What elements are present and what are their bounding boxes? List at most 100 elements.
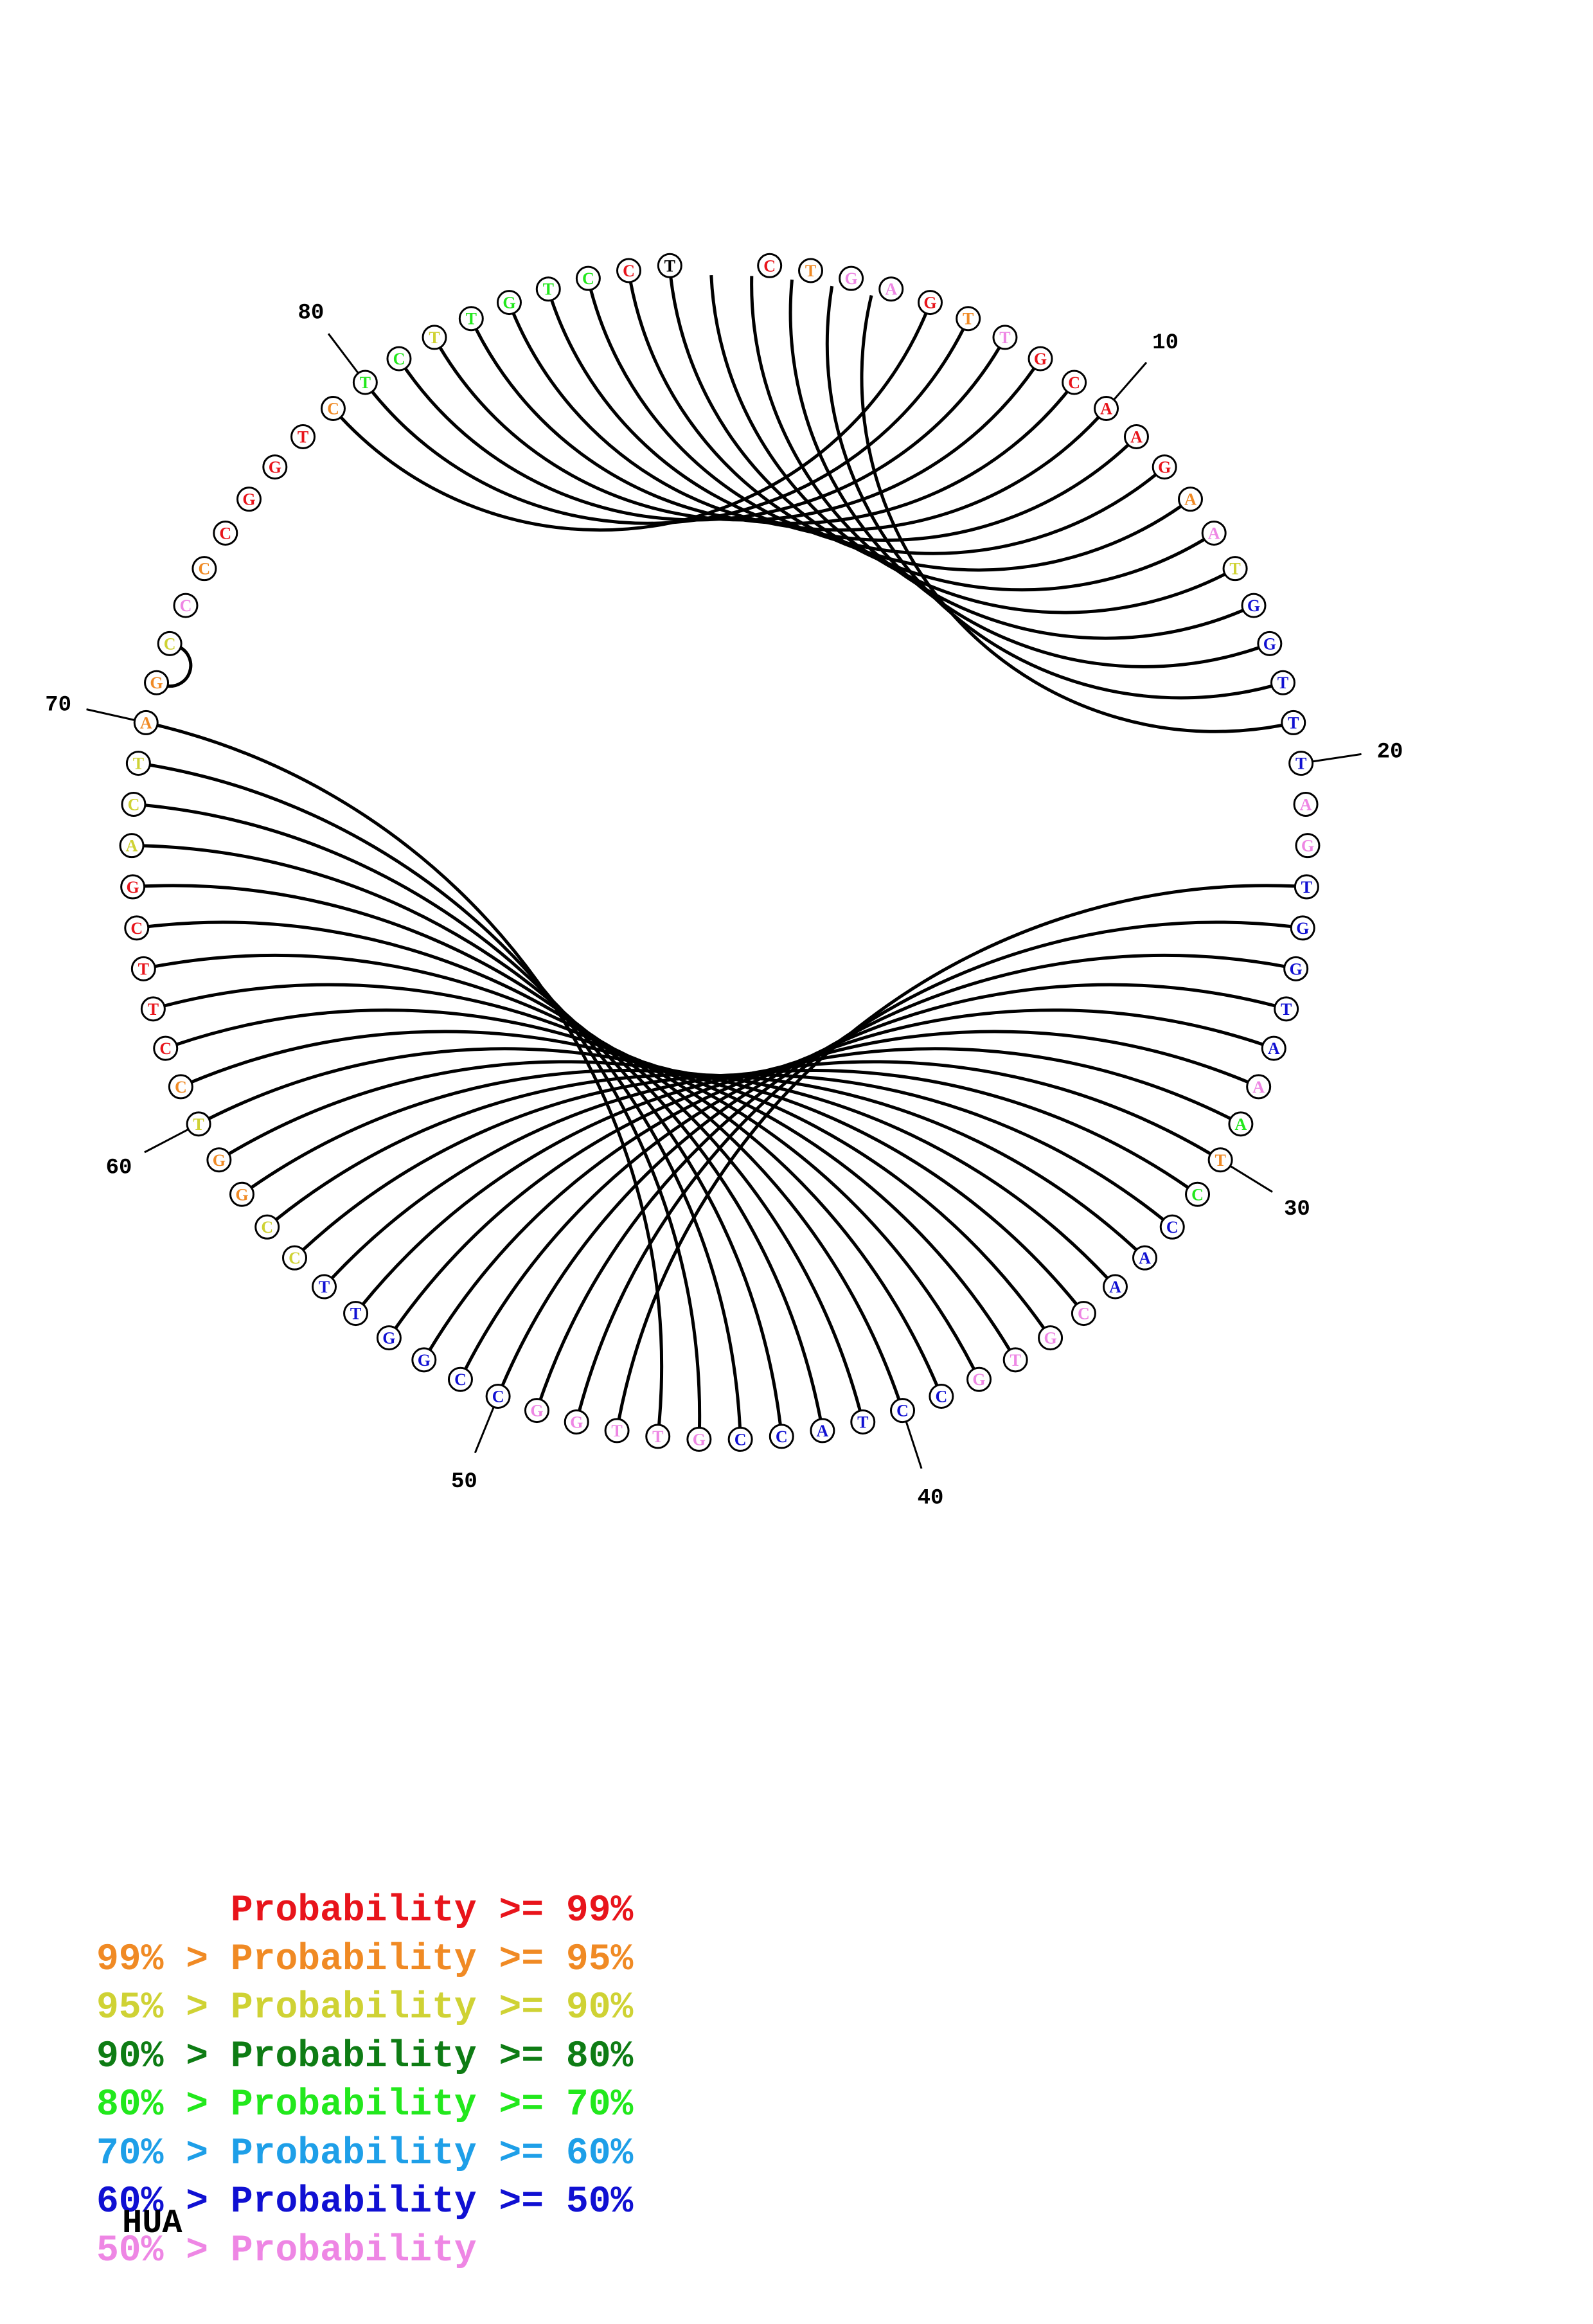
nucleotide: G [229, 1181, 254, 1207]
nucleotide: T [343, 1301, 369, 1327]
legend-row: 60% > Probability >= 50% [96, 2181, 634, 2223]
nucleotide-circle [645, 1424, 671, 1449]
nucleotide-letter: A [885, 280, 897, 299]
nucleotide-letter: C [261, 1218, 273, 1237]
nucleotide: G [564, 1409, 589, 1435]
nucleotide: G [1028, 346, 1053, 371]
pair-arc [149, 763, 702, 1428]
nucleotide-circle [1201, 520, 1227, 546]
nucleotide: T [140, 996, 166, 1022]
nucleotide: A [810, 1418, 835, 1444]
nucleotide: T [645, 1424, 671, 1449]
nucleotide-letter: C [1078, 1305, 1090, 1323]
legend-row: 90% > Probability >= 80% [96, 2035, 634, 2078]
nucleotide-circle [1274, 996, 1299, 1022]
nucleotide-circle [1222, 556, 1248, 582]
nucleotide: G [524, 1398, 549, 1424]
nucleotide-letter: T [466, 310, 477, 328]
legend-row: 95% > Probability >= 90% [96, 1987, 634, 2029]
nucleotide-circle [564, 1409, 589, 1435]
nucleotide: C [153, 1035, 179, 1061]
nucleotide-letter: C [492, 1388, 504, 1406]
nucleotide: T [458, 306, 484, 332]
nucleotide: G [1241, 593, 1267, 618]
nucleotide: G [411, 1347, 437, 1373]
nucleotide: C [1159, 1214, 1185, 1240]
nucleotide: T [797, 258, 823, 283]
pair-arc [145, 803, 742, 1428]
nucleotide-circle [810, 1418, 835, 1444]
nucleotide-circle [153, 1035, 179, 1061]
nucleotide-letter: T [1281, 1000, 1292, 1019]
nucleotide-letter: G [923, 294, 936, 312]
pair-arc [860, 295, 1283, 733]
nucleotide-circle [1038, 1325, 1063, 1351]
nucleotide: A [1228, 1111, 1254, 1137]
nucleotide-letter: G [127, 878, 139, 897]
nucleotide-circle [1283, 956, 1309, 981]
nucleotide-letter: A [1184, 490, 1197, 509]
nucleotide-letter: G [1158, 458, 1171, 477]
nucleotide-circle [290, 424, 316, 449]
nucleotide: C [929, 1384, 954, 1409]
nucleotide: T [125, 751, 151, 776]
nucleotide-letter: C [1166, 1218, 1179, 1237]
nucleotide-circle [686, 1426, 712, 1452]
nucleotide-circle [1159, 1214, 1185, 1240]
nucleotide-circle [386, 346, 412, 371]
nucleotide-circle [1246, 1074, 1272, 1100]
nucleotide-letter: T [298, 427, 308, 446]
nucleotide-circle [1257, 630, 1283, 656]
nucleotide: C [213, 520, 238, 546]
nucleotide-letter: G [213, 1151, 226, 1170]
nucleotide: T [1274, 996, 1299, 1022]
nucleotide: C [157, 630, 182, 656]
nucleotide: C [890, 1398, 916, 1424]
nucleotide-letter: T [1010, 1351, 1021, 1370]
nucleotide-circle [616, 258, 642, 283]
nucleotide-circle [485, 1384, 511, 1409]
nucleotide: G [1152, 454, 1177, 480]
nucleotide-letter: G [150, 674, 163, 692]
nucleotide: T [352, 370, 378, 395]
nucleotide: T [992, 325, 1018, 350]
nucleotide: C [769, 1424, 794, 1449]
nucleotide: T [186, 1111, 211, 1137]
nucleotide-circle [236, 487, 262, 512]
nucleotide-circle [1270, 670, 1295, 695]
nucleotide-letter: C [763, 256, 776, 275]
pair-arc [143, 844, 782, 1426]
nucleotide: G [839, 265, 864, 291]
nucleotide-circle [168, 1074, 193, 1100]
tick-label: 10 [1152, 331, 1179, 355]
pair-arc [404, 346, 1001, 522]
nucleotide-circle [1288, 751, 1314, 776]
nucleotide-circle [458, 306, 484, 332]
nucleotide-letter: C [454, 1370, 467, 1389]
nucleotide-circle [1002, 1347, 1028, 1373]
nucleotide: C [1185, 1181, 1211, 1207]
base-pair-arcs [143, 274, 1295, 1428]
nucleotide-circle [376, 1325, 402, 1351]
pair-arc [501, 983, 1276, 1386]
nucleotide-letter: T [148, 1000, 159, 1019]
nucleotide: T [1288, 751, 1314, 776]
nucleotide-circle [1207, 1147, 1233, 1173]
nucleotide-circle [125, 751, 151, 776]
nucleotide-circle [262, 454, 288, 480]
nucleotide-circle [890, 1398, 916, 1424]
nucleotide-letter: G [972, 1370, 985, 1389]
nucleotide-circle [1290, 915, 1315, 941]
nucleotide: C [254, 1214, 280, 1240]
tick-label: 40 [918, 1487, 944, 1511]
nucleotide-letter: G [235, 1185, 248, 1204]
nucleotide: A [878, 276, 904, 302]
nucleotide-circle [839, 265, 864, 291]
nucleotide-letter: T [193, 1115, 204, 1134]
pair-arc [628, 282, 1182, 572]
nucleotide: A [1177, 487, 1203, 512]
tick-line [1312, 753, 1362, 763]
tick-label: 30 [1284, 1197, 1310, 1222]
nucleotide-circle [1094, 396, 1119, 422]
